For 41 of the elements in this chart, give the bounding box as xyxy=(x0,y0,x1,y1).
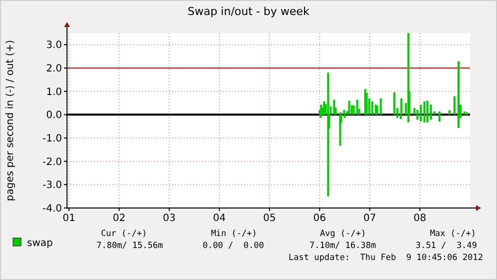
y-tick-label: -4.0 xyxy=(42,204,62,214)
text: Avg (-/+) xyxy=(320,229,366,239)
bar xyxy=(413,108,416,115)
y-tick-label: 3.0 xyxy=(46,40,62,52)
text: Max (-/+) xyxy=(430,229,476,239)
bar xyxy=(348,100,350,115)
x-tick-label: 06 xyxy=(313,213,326,224)
chart-title: Swap in/out - by week xyxy=(188,5,310,18)
text: 0.00 / 0.00 xyxy=(202,241,264,251)
text: Min (-/+) xyxy=(210,229,257,239)
y-tick-label: -2.0 xyxy=(42,156,62,168)
x-tick-label: 01 xyxy=(62,213,76,224)
text: Cur (-/+) xyxy=(100,229,147,239)
bar xyxy=(453,96,456,115)
y-axis-title: pages per second in (-) / out (+) xyxy=(5,40,16,202)
x-tick-label: 04 xyxy=(213,213,226,224)
text: 7.80m/ 15.56m xyxy=(96,241,163,251)
y-tick-label: -1.0 xyxy=(42,134,62,144)
bar xyxy=(463,111,466,115)
legend-label: swap xyxy=(27,238,53,249)
y-tick-label: 1.0 xyxy=(46,86,62,98)
bar xyxy=(366,92,368,115)
y-tick-label: -3.0 xyxy=(42,180,62,192)
bar xyxy=(380,98,382,115)
x-tick-label: 03 xyxy=(162,213,176,224)
text: 7.10m/ 16.38m xyxy=(309,241,376,251)
bar xyxy=(371,101,374,115)
y-tick-label: 2.0 xyxy=(46,64,62,74)
x-tick-label: 02 xyxy=(112,213,126,224)
x-tick-label: 07 xyxy=(363,213,376,224)
y-tick-label: 0.0 xyxy=(46,110,62,122)
bar xyxy=(356,100,358,115)
bar xyxy=(393,92,396,115)
bar xyxy=(343,110,346,115)
text: 3.51 / 3.49 xyxy=(416,241,477,251)
bar xyxy=(438,114,440,122)
text: Last update: Thu Feb 9 10:45:06 2012 xyxy=(288,253,483,263)
x-tick-label: 08 xyxy=(414,213,426,224)
bar xyxy=(400,98,402,115)
x-tick-label: 05 xyxy=(263,213,276,224)
bar xyxy=(448,110,450,115)
